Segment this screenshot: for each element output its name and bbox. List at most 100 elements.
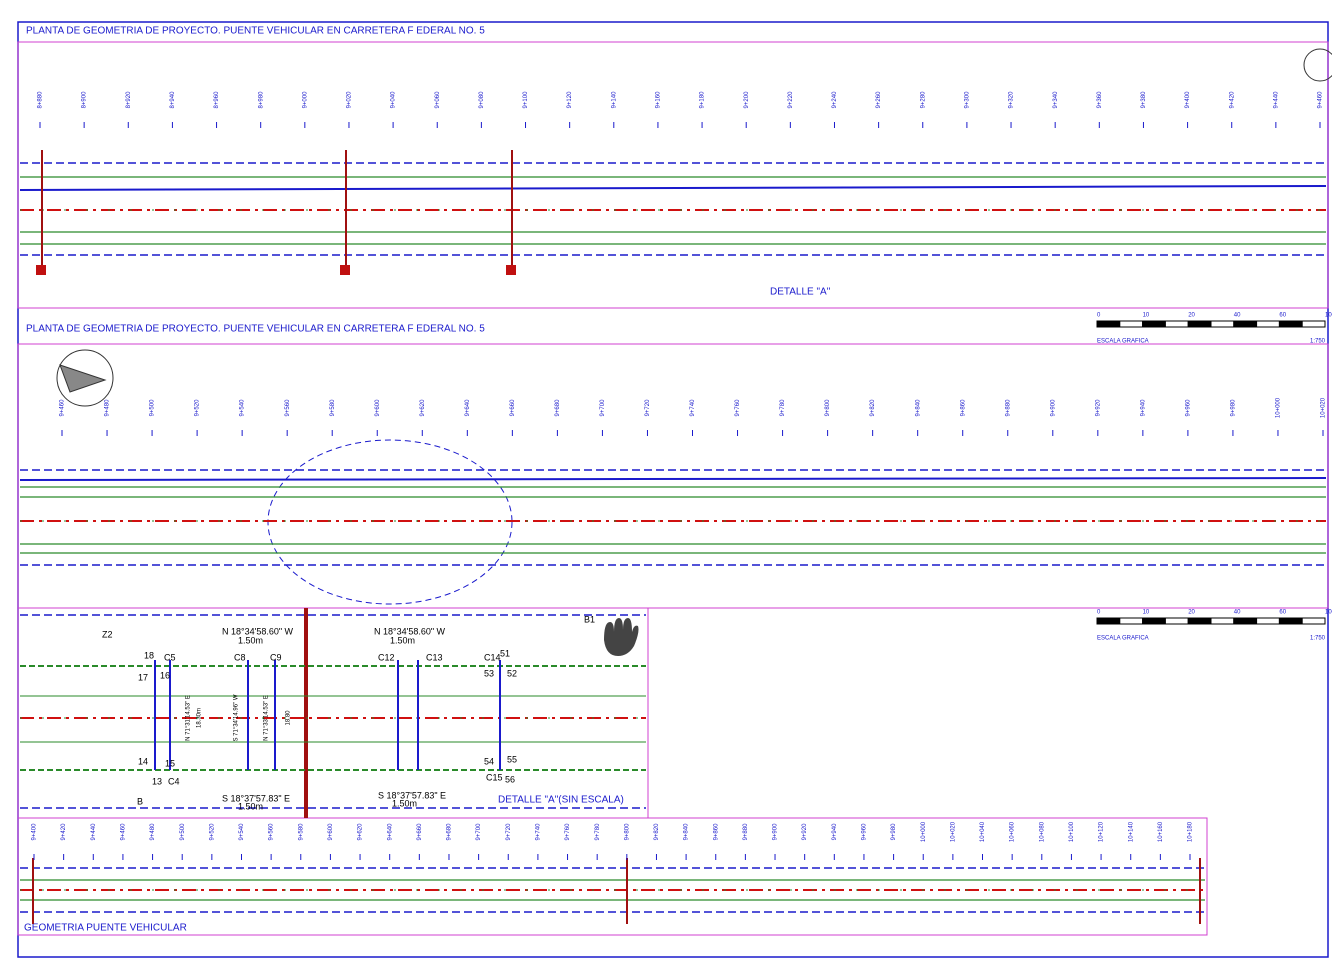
- scale-segment: [1279, 618, 1302, 624]
- station-label: 9+860: [713, 823, 719, 841]
- scale-segment: [1257, 321, 1280, 327]
- station-label: 9+540: [240, 399, 246, 417]
- panel-frame: [18, 42, 1328, 308]
- station-label: 9+940: [1140, 399, 1146, 417]
- bridge-axis: [304, 608, 308, 818]
- station-label: 9+980: [1231, 399, 1237, 417]
- station-label: 9+800: [624, 823, 630, 841]
- drawing: PLANTA DE GEOMETRIA DE PROYECTO. PUENTE …: [0, 0, 1332, 963]
- station-label: 9+300: [964, 91, 970, 109]
- station-label: 9+000: [302, 91, 308, 109]
- station-label: 9+800: [825, 399, 831, 417]
- station-label: 9+520: [209, 823, 215, 841]
- station-label: 9+780: [780, 399, 786, 417]
- station-label: 9+740: [535, 823, 541, 841]
- station-label: 10+080: [1039, 821, 1045, 842]
- point-label: 53: [484, 668, 494, 678]
- scale-segment: [1279, 321, 1302, 327]
- scale-tick-label: 40: [1234, 610, 1241, 616]
- caption: DETALLE "A": [770, 287, 831, 298]
- point-label: 14: [138, 756, 148, 766]
- station-label: 9+460: [121, 823, 127, 841]
- scale-ratio: 1:750: [1310, 339, 1326, 345]
- station-label: 9+160: [656, 91, 662, 109]
- station-label: 9+780: [595, 823, 601, 841]
- scale-tick-label: 0: [1097, 610, 1101, 616]
- station-label: 9+860: [960, 399, 966, 417]
- point-label: C15: [486, 772, 503, 782]
- station-label: 9+620: [420, 399, 426, 417]
- station-label: 9+980: [891, 823, 897, 841]
- station-label: 9+340: [1053, 91, 1059, 109]
- station-label: 10+100: [1069, 821, 1075, 842]
- station-label: 9+400: [32, 823, 38, 841]
- bearing-label: 1.50m: [238, 801, 263, 811]
- station-label: 10+040: [980, 821, 986, 842]
- station-label: 9+820: [870, 399, 876, 417]
- caption: GEOMETRIA PUENTE VEHICULAR: [24, 923, 187, 934]
- panel-title: PLANTA DE GEOMETRIA DE PROYECTO. PUENTE …: [26, 324, 485, 335]
- station-label: 10+140: [1128, 821, 1134, 842]
- station-label: 9+820: [654, 823, 660, 841]
- station-label: 9+960: [862, 823, 868, 841]
- point-label: C5: [164, 652, 176, 662]
- point-label: 51: [500, 648, 510, 658]
- station-label: 9+940: [832, 823, 838, 841]
- station-label: 9+240: [832, 91, 838, 109]
- section-flag: [506, 265, 516, 275]
- scale-tick-label: 20: [1188, 313, 1195, 319]
- detail-frame: [18, 608, 648, 818]
- station-label: 9+080: [479, 91, 485, 109]
- scale-tick-label: 0: [1097, 313, 1101, 319]
- station-label: 9+280: [920, 91, 926, 109]
- station-label: 8+900: [82, 91, 88, 109]
- station-label: 10+020: [950, 821, 956, 842]
- station-label: 9+920: [802, 823, 808, 841]
- station-label: 9+920: [1095, 399, 1101, 417]
- station-label: 9+220: [788, 91, 794, 109]
- point-label: B1: [584, 614, 595, 624]
- station-label: 9+100: [523, 91, 529, 109]
- station-label: 9+760: [735, 399, 741, 417]
- road-line: [20, 186, 1326, 190]
- station-label: 8+980: [258, 91, 264, 109]
- station-label: 9+720: [506, 823, 512, 841]
- section-flag: [340, 265, 350, 275]
- station-label: 9+660: [417, 823, 423, 841]
- scale-segment: [1211, 618, 1234, 624]
- scale-segment: [1097, 618, 1120, 624]
- point-label: C8: [234, 652, 246, 662]
- station-label: 9+680: [447, 823, 453, 841]
- station-label: 10+120: [1099, 821, 1105, 842]
- station-label: 9+880: [1005, 399, 1011, 417]
- point-label: 56: [505, 774, 515, 784]
- station-label: 9+600: [375, 399, 381, 417]
- station-label: 9+020: [347, 91, 353, 109]
- scale-segment: [1234, 321, 1257, 327]
- station-label: 10+020: [1321, 397, 1327, 418]
- station-label: 8+940: [170, 91, 176, 109]
- scale-tick-label: 100: [1325, 313, 1332, 319]
- station-label: 9+700: [600, 399, 606, 417]
- station-label: 10+180: [1188, 821, 1194, 842]
- station-label: 9+900: [1050, 399, 1056, 417]
- scale-segment: [1234, 618, 1257, 624]
- station-label: 9+960: [1185, 399, 1191, 417]
- scale-segment: [1302, 618, 1325, 624]
- scale-label: ESCALA GRAFICA: [1097, 339, 1149, 345]
- station-label: 9+400: [1185, 91, 1191, 109]
- station-label: 9+120: [567, 91, 573, 109]
- point-label: C4: [168, 776, 180, 786]
- bearing-label: 1.50m: [238, 635, 263, 645]
- point-label: C12: [378, 652, 395, 662]
- bearing-label: 1.50m: [390, 635, 415, 645]
- station-label: 9+480: [150, 823, 156, 841]
- point-label: 13: [152, 776, 162, 786]
- station-label: 9+060: [435, 91, 441, 109]
- panel-title: PLANTA DE GEOMETRIA DE PROYECTO. PUENTE …: [26, 26, 485, 37]
- scale-segment: [1143, 618, 1166, 624]
- point-label: Z2: [102, 629, 113, 639]
- station-label: 9+420: [1229, 91, 1235, 109]
- scale-segment: [1120, 618, 1143, 624]
- scale-tick-label: 60: [1279, 313, 1286, 319]
